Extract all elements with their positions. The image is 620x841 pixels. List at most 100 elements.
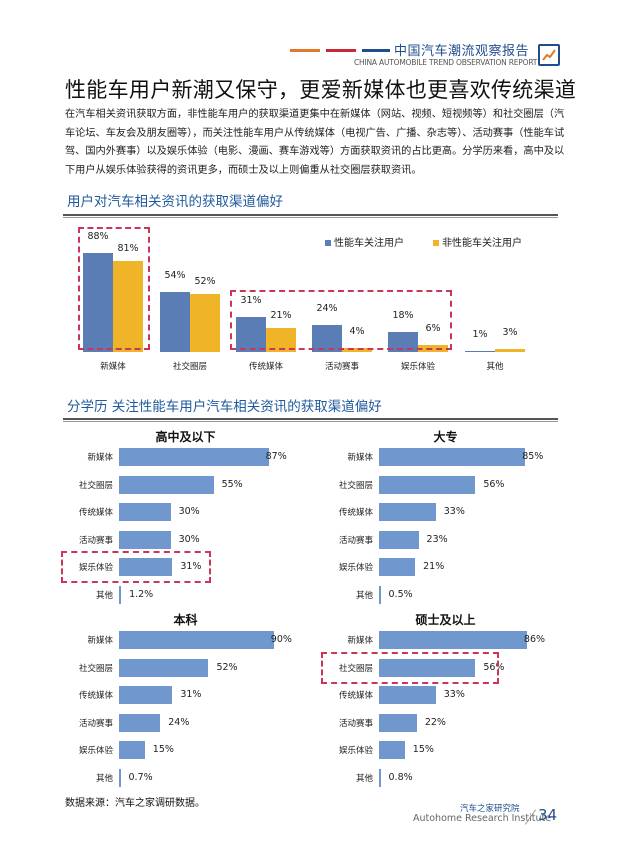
category-label: 新媒体 <box>347 636 373 646</box>
bar <box>119 530 171 549</box>
category-label: 传统媒体 <box>338 691 373 701</box>
value-label: 24% <box>168 716 190 728</box>
category-label: 其他 <box>95 590 113 601</box>
value-label: 21% <box>423 561 445 572</box>
footer-org-en: Autohome Research Institute <box>413 813 552 824</box>
bar <box>119 686 173 704</box>
bar <box>119 475 214 494</box>
bar <box>379 741 405 759</box>
value-label: 85% <box>522 451 544 462</box>
value-label: 52% <box>216 661 238 673</box>
bar <box>379 530 419 549</box>
highlight-box-new-media <box>78 227 150 350</box>
category-label: 活动赛事 <box>324 362 359 372</box>
value-label: 33% <box>443 689 465 700</box>
legend-non-performance: 非性能车关注用户 <box>433 234 522 249</box>
category-label: 新媒体 <box>347 453 373 463</box>
value-label: 22% <box>424 716 446 728</box>
value-label: 55% <box>221 478 243 490</box>
value-label: 4% <box>349 325 365 337</box>
value-label: 18% <box>392 309 414 321</box>
value-label: 88% <box>87 231 109 243</box>
edu-chart-high-school: 高中及以下 新媒体 87% 社交圈层 55% 传统媒体 30% 活动赛事 30% 娱乐体验 31% 其… <box>61 428 308 613</box>
category-label: 其他 <box>355 773 373 784</box>
legend-label: 非性能车关注用户 <box>442 238 522 249</box>
category-label: 社交圈层 <box>338 480 373 491</box>
value-label: 15% <box>412 744 434 755</box>
page-number: 34 <box>538 806 558 824</box>
bar-row: 新媒体 85% <box>323 448 568 466</box>
value-label: 90% <box>270 634 292 645</box>
bar-row: 其他 1.2% <box>63 585 308 604</box>
category-label: 新媒体 <box>100 362 126 372</box>
bar <box>119 768 121 787</box>
bar-row: 传统媒体 31% <box>63 686 308 704</box>
bar-row: 新媒体 86% <box>323 631 568 649</box>
chart-title: 大专 <box>433 430 458 444</box>
section-title-education-preference: 分学历 关注性能车用户汽车相关资讯的获取渠道偏好 <box>67 399 382 415</box>
category-label: 社交圈层 <box>172 362 207 372</box>
legend-performance: 性能车关注用户 <box>325 234 404 249</box>
bar <box>119 503 171 521</box>
bar <box>379 448 526 466</box>
category-label: 娱乐体验 <box>78 746 113 756</box>
bar <box>119 741 145 759</box>
value-label: 0.7% <box>128 771 153 783</box>
value-label: 31% <box>180 561 202 572</box>
bar-row: 社交圈层 56% <box>323 475 568 494</box>
value-label: 30% <box>178 506 200 517</box>
header-subtitle: CHINA AUTOMOBILE TREND OBSERVATION REPOR… <box>354 58 538 67</box>
bar <box>379 713 417 732</box>
value-label: 52% <box>194 275 216 287</box>
bar-row: 其他 0.8% <box>323 768 568 787</box>
bar <box>379 558 416 576</box>
bar-performance <box>465 350 495 352</box>
category-label: 娱乐体验 <box>400 362 435 372</box>
category-label: 社交圈层 <box>78 480 113 491</box>
bar-performance <box>312 325 342 352</box>
category-label: 社交圈层 <box>78 663 113 674</box>
value-label: 0.5% <box>388 588 413 600</box>
bar-non-performance <box>495 348 525 352</box>
bar <box>119 585 122 604</box>
bar <box>379 475 476 494</box>
bar-non-performance <box>113 261 143 352</box>
bar <box>379 631 527 649</box>
bar <box>379 768 381 787</box>
bar-row: 娱乐体验 31% <box>63 558 308 576</box>
value-label: 87% <box>265 451 287 462</box>
bar-row: 活动赛事 23% <box>323 530 568 549</box>
bar <box>379 658 476 677</box>
bar <box>119 631 274 649</box>
section-divider <box>63 418 558 422</box>
value-label: 1.2% <box>129 588 154 600</box>
chart-title: 硕士及以上 <box>415 613 476 627</box>
bar-row: 传统媒体 33% <box>323 503 568 521</box>
header-title: 中国汽车潮流观察报告 <box>394 44 530 59</box>
value-label: 30% <box>178 533 200 545</box>
bar <box>119 448 269 466</box>
value-label: 3% <box>502 326 518 338</box>
bar <box>119 558 173 576</box>
bar-non-performance <box>266 328 296 352</box>
bar <box>119 713 161 732</box>
category-label: 娱乐体验 <box>338 563 373 573</box>
intro-paragraph: 在汽车相关资讯获取方面，非性能车用户的获取渠道更集中在新媒体（网站、视频、短视频… <box>65 109 565 176</box>
edu-chart-college: 大专 新媒体 85% 社交圈层 56% 传统媒体 33% 活动赛事 23% 娱乐体验 21% 其他 0.… <box>323 428 568 613</box>
channel-preference-chart: 88% 81% 新媒体 54% 52% 社交圈层 31% 21% 传统媒体 24% 4% 活动赛事 18… <box>63 222 558 372</box>
bar-row: 社交圈层 52% <box>63 658 308 677</box>
section-title-channel-preference: 用户对汽车相关资讯的获取渠道偏好 <box>67 194 283 210</box>
category-label: 社交圈层 <box>338 663 373 674</box>
category-label: 新媒体 <box>87 636 113 646</box>
data-source-note: 数据来源：汽车之家调研数据。 <box>65 798 205 809</box>
page-title: 性能车用户新潮又保守，更爱新媒体也更喜欢传统渠道 <box>65 78 577 102</box>
header-line-blue <box>362 49 390 52</box>
bar-row: 传统媒体 33% <box>323 686 568 704</box>
category-label: 其他 <box>486 362 504 372</box>
bar-row: 活动赛事 30% <box>63 530 308 549</box>
bar-non-performance <box>190 293 220 352</box>
section-divider <box>63 214 558 218</box>
header-line-orange <box>290 49 320 52</box>
category-label: 传统媒体 <box>78 691 113 701</box>
header-line-red <box>326 49 356 52</box>
